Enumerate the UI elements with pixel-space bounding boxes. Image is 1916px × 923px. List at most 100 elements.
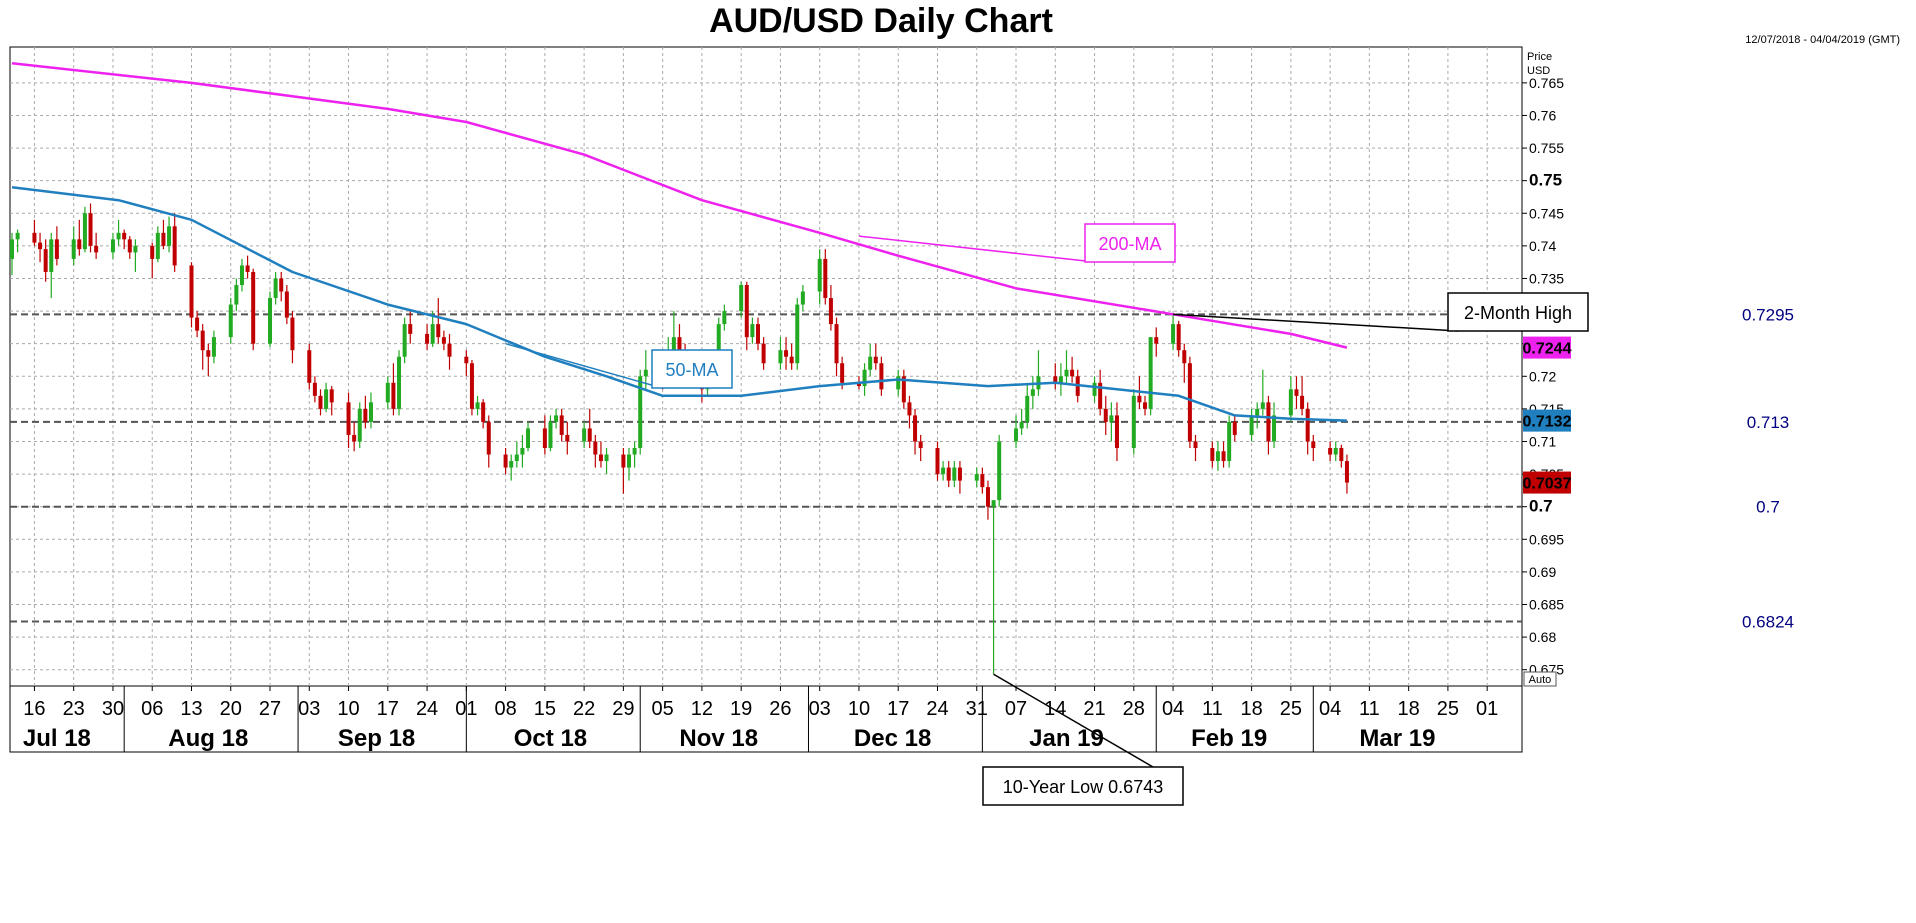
candle-body — [554, 415, 559, 422]
candle-body — [957, 467, 962, 481]
x-day-label: 24 — [926, 698, 948, 720]
x-month-label: Mar 19 — [1359, 725, 1435, 752]
candle-body — [1114, 415, 1119, 449]
candle-body — [1154, 337, 1159, 344]
candle-body — [795, 304, 800, 364]
x-month-label: Sep 18 — [338, 725, 415, 752]
price-tag-label: 0.7244 — [1523, 341, 1572, 358]
y-tick-label: 0.745 — [1529, 205, 1564, 221]
x-day-label: 24 — [416, 698, 438, 720]
candle-body — [1171, 324, 1176, 344]
level-label: 0.7295 — [1742, 305, 1794, 324]
annotation-label: 50-MA — [665, 360, 718, 380]
x-day-label: 01 — [1476, 698, 1498, 720]
y-tick-label: 0.695 — [1529, 531, 1564, 547]
level-label: 0.713 — [1747, 413, 1790, 432]
candle-body — [800, 291, 805, 305]
plot-frame — [9, 46, 1523, 753]
candle-body — [251, 271, 256, 344]
candle-body — [565, 434, 570, 442]
candle-body — [77, 239, 82, 250]
candle-body — [1221, 451, 1226, 462]
x-day-label: 10 — [337, 698, 359, 720]
annotation-leader — [993, 673, 1154, 768]
candle-body — [211, 337, 216, 357]
candle-body — [582, 428, 587, 442]
candle-body — [1131, 395, 1136, 449]
candle-body — [1300, 395, 1305, 409]
candle-body — [1193, 441, 1198, 449]
x-day-label: 05 — [652, 698, 674, 720]
candle-body — [952, 467, 957, 481]
candle-body — [1260, 402, 1265, 409]
candle-body — [913, 415, 918, 442]
candle-body — [1187, 363, 1192, 442]
candle-body — [464, 356, 469, 364]
candle-body — [789, 356, 794, 364]
candle-body — [598, 454, 603, 462]
candle-body — [88, 213, 93, 246]
candle-body — [363, 408, 368, 422]
ma50-line — [11, 185, 1347, 422]
x-day-label: 07 — [1005, 698, 1027, 720]
candle-body — [15, 232, 20, 240]
x-day-label: 11 — [1202, 698, 1223, 720]
candle-body — [307, 350, 312, 383]
candle-body — [1019, 421, 1024, 429]
candle-body — [1109, 415, 1114, 422]
candle-body — [1210, 448, 1215, 462]
candle-body — [368, 402, 373, 422]
candle-body — [873, 356, 878, 364]
annotation-label: 10-Year Low 0.6743 — [1003, 777, 1163, 797]
candle-body — [122, 232, 127, 240]
candle-body — [346, 402, 351, 435]
candle-body — [441, 337, 446, 344]
x-day-label: 17 — [377, 698, 399, 720]
candle-body — [352, 434, 357, 442]
candle-body — [1232, 421, 1237, 435]
price-tag-label: 0.7037 — [1523, 476, 1572, 493]
candle-body — [150, 245, 155, 259]
x-month-label: Nov 18 — [679, 725, 758, 752]
candle-body — [228, 304, 233, 338]
candle-body — [1176, 324, 1181, 351]
candle-body — [279, 278, 284, 292]
x-day-label: 29 — [612, 698, 634, 720]
candle-body — [312, 382, 317, 396]
x-day-label: 30 — [102, 698, 124, 720]
candle-body — [110, 239, 115, 253]
candle-body — [593, 441, 598, 455]
candle-body — [425, 333, 430, 344]
candle-body — [559, 415, 564, 435]
candle-body — [548, 421, 553, 449]
candle-body — [318, 395, 323, 409]
y-tick-label: 0.755 — [1529, 140, 1564, 156]
candle-body — [486, 421, 491, 455]
x-day-label: 10 — [848, 698, 870, 720]
candle-body — [778, 350, 783, 364]
x-day-label: 31 — [966, 698, 988, 720]
x-day-label: 25 — [1280, 698, 1302, 720]
x-day-label: 04 — [1319, 698, 1341, 720]
x-day-label: 04 — [1162, 698, 1184, 720]
y-tick-label: 0.75 — [1529, 171, 1562, 190]
candle-body — [828, 298, 833, 325]
candle-body — [980, 474, 985, 488]
candle-body — [1215, 451, 1220, 462]
candle-body — [1339, 448, 1344, 462]
x-day-label: 11 — [1359, 698, 1380, 720]
date-range: 12/07/2018 - 04/04/2019 (GMT) — [1745, 34, 1900, 46]
candle-body — [1272, 415, 1277, 442]
candle-body — [1137, 395, 1142, 403]
candle-body — [234, 284, 239, 305]
candle-body — [172, 226, 177, 266]
candle-body — [817, 258, 822, 292]
candle-body — [32, 232, 37, 243]
candle-body — [1227, 421, 1232, 462]
annotation-leader — [1173, 313, 1459, 332]
candle-body — [391, 382, 396, 409]
candle-body — [834, 324, 839, 364]
candle-body — [1305, 408, 1310, 442]
candle-body — [918, 441, 923, 449]
candle-body — [116, 232, 121, 240]
